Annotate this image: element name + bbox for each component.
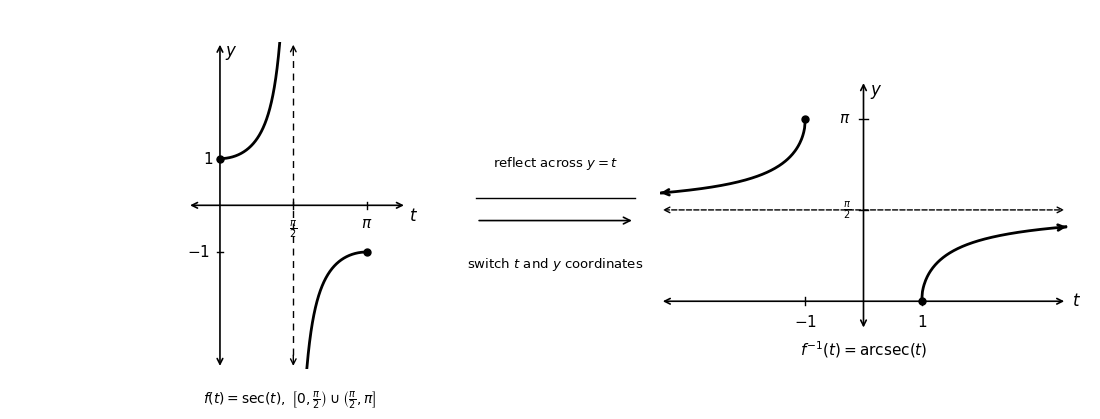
- Text: $f^{-1}(t)=\mathrm{arcsec}(t)$: $f^{-1}(t)=\mathrm{arcsec}(t)$: [800, 339, 927, 360]
- Text: $-1$: $-1$: [187, 244, 210, 260]
- Text: $\pi$: $\pi$: [839, 111, 850, 126]
- Text: $-1$: $-1$: [794, 314, 817, 330]
- Text: $1$: $1$: [202, 150, 213, 167]
- Text: reflect across $y=t$: reflect across $y=t$: [493, 155, 618, 172]
- Text: $\frac{\pi}{2}$: $\frac{\pi}{2}$: [843, 199, 850, 221]
- Text: $y$: $y$: [870, 83, 883, 101]
- Text: $t$: $t$: [1071, 292, 1080, 310]
- Text: $y$: $y$: [224, 44, 238, 62]
- Text: $\frac{\pi}{2}$: $\frac{\pi}{2}$: [289, 218, 297, 240]
- Text: $f(t)=\sec(t),\;\left[0,\frac{\pi}{2}\right)\cup\left(\frac{\pi}{2},\pi\right]$: $f(t)=\sec(t),\;\left[0,\frac{\pi}{2}\ri…: [204, 390, 376, 411]
- Text: $1$: $1$: [916, 314, 927, 330]
- Text: switch $t$ and $y$ coordinates: switch $t$ and $y$ coordinates: [468, 256, 644, 273]
- Text: $t$: $t$: [409, 207, 418, 225]
- Text: $\pi$: $\pi$: [361, 216, 372, 230]
